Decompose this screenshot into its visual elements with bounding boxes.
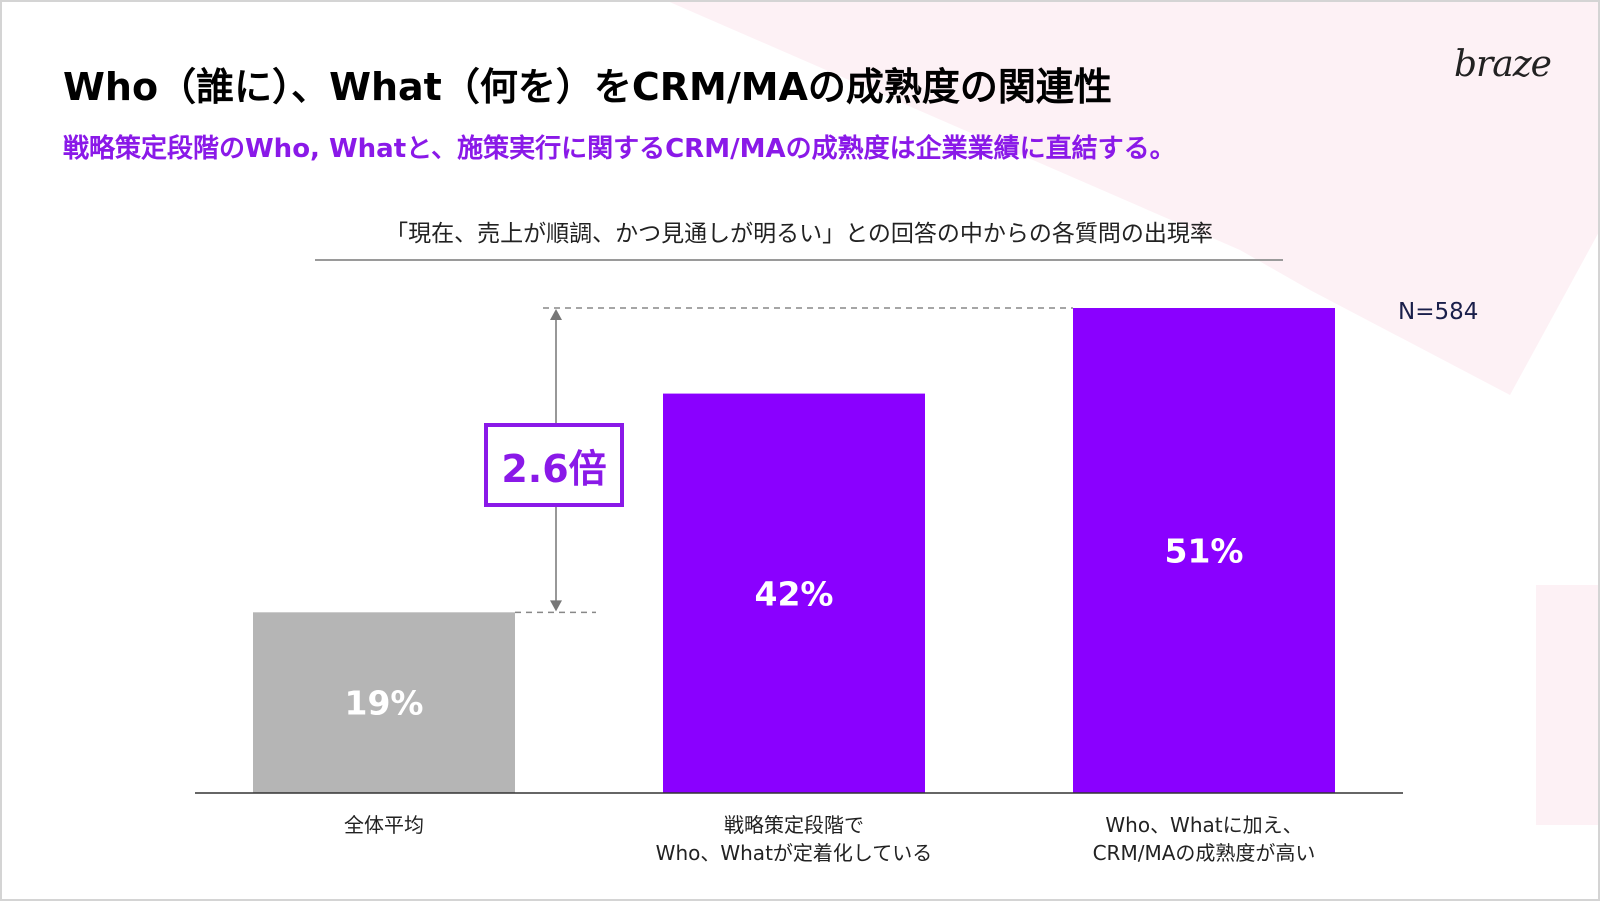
x-tick-label-line: Who、Whatが定着化している xyxy=(656,841,933,865)
background-shape-lower xyxy=(1536,585,1600,825)
bar-value-label-3: 51% xyxy=(1165,532,1244,571)
x-tick-label-line: 戦略策定段階で xyxy=(724,813,864,837)
bar-1 xyxy=(253,612,515,793)
multiplier-callout: 2.6倍 xyxy=(484,423,624,507)
annotation-arrow-head-down xyxy=(550,600,562,612)
x-tick-label-2: 戦略策定段階で Who、Whatが定着化している xyxy=(656,813,933,865)
bar-value-label-2: 42% xyxy=(755,574,834,613)
x-tick-label-1: 全体平均 xyxy=(344,813,424,837)
annotation-arrow-head-up xyxy=(550,309,562,320)
page-subtitle: 戦略策定段階のWho, Whatと、施策実行に関するCRM/MAの成熟度は企業業… xyxy=(63,134,1176,164)
bar-3 xyxy=(1073,308,1335,793)
chart-title-underline xyxy=(315,259,1283,261)
bar-value-label-1: 19% xyxy=(345,684,424,723)
x-tick-label-line: Who、Whatに加え、 xyxy=(1105,813,1302,837)
bar-2 xyxy=(663,393,925,793)
sample-size-label: N=584 xyxy=(1398,299,1479,325)
background-shape xyxy=(665,0,1600,395)
chart-title: 「現在、売上が順調、かつ見通しが明るい」との回答の中からの各質問の出現率 xyxy=(385,221,1213,247)
x-tick-label-3: Who、Whatに加え、 CRM/MAの成熟度が高い xyxy=(1093,813,1316,865)
x-tick-label-line: 全体平均 xyxy=(344,813,424,837)
braze-logo: braze xyxy=(1454,44,1552,85)
page-title: Who（誰に）、What（何を）をCRM/MAの成熟度の関連性 xyxy=(63,65,1112,109)
x-tick-label-line: CRM/MAの成熟度が高い xyxy=(1093,841,1316,865)
